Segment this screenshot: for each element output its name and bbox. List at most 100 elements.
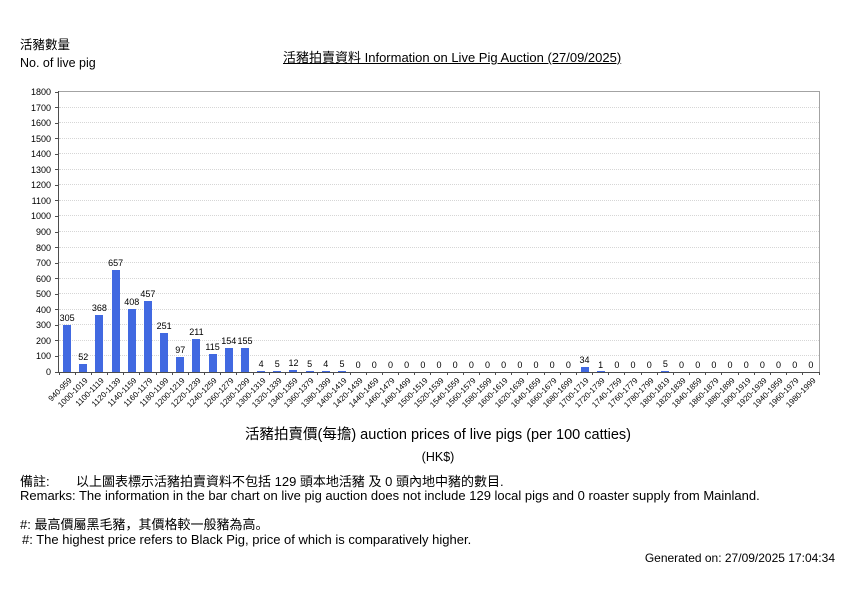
x-axis-tick [268,372,270,375]
x-axis-tick [365,372,367,375]
gridline [59,137,819,139]
y-axis-tick [55,262,59,264]
gridline [59,293,819,295]
y-axis-tick [55,107,59,109]
x-axis-tick [640,372,642,375]
x-axis-tick [284,372,286,375]
y-axis-tick [55,169,59,171]
x-axis-tick [301,372,303,375]
bar [176,356,185,372]
bar-value-label: 4 [323,359,329,370]
bar [305,371,314,372]
bar-value-label: 5 [307,359,313,370]
bar-value-label: 0 [517,360,523,370]
note-zh: #: 最高價屬黑毛豬，其價格較一般豬為高。 [20,517,269,532]
remark-en: Remarks: The information in the bar char… [20,488,760,503]
y-axis-tick [55,340,59,342]
remark-label-zh: 備註: [20,474,50,489]
bar [127,308,136,372]
gridline [59,153,819,155]
gridline [59,122,819,124]
y-axis-tick [55,91,59,93]
x-axis-tick [624,372,626,375]
bar [95,314,104,372]
generated-timestamp: Generated on: 27/09/2025 17:04:34 [644,551,835,565]
x-axis-tick [575,372,577,375]
x-axis-tick [381,372,383,375]
y-axis-tick [55,122,59,124]
y-axis-tick [55,200,59,202]
y-axis-tick-label: 1600 [30,118,51,129]
gridline [59,355,819,357]
bar [160,332,169,372]
y-axis-tick-label: 1000 [30,211,51,222]
x-axis-tick [58,372,60,375]
gridline [59,215,819,217]
x-axis-tick [333,372,335,375]
x-axis-tick [171,372,173,375]
y-axis-tick-label: 600 [35,273,51,284]
x-axis-tick [478,372,480,375]
bar-value-label: 0 [630,360,636,370]
bar-value-label: 52 [78,351,89,362]
x-axis-tick [737,372,739,375]
x-axis-tick [656,372,658,375]
y-axis-tick-label: 800 [35,242,51,253]
x-axis-tick [155,372,157,375]
x-axis-tick [462,372,464,375]
x-axis-tick [187,372,189,375]
bar-value-label: 211 [189,327,204,338]
y-axis-tick-label: 300 [35,320,51,331]
x-axis-tick [527,372,529,375]
bar-value-label: 12 [288,358,299,369]
x-axis-tick [689,372,691,375]
x-axis-tick [107,372,108,375]
x-axis-tick [818,372,820,375]
y-axis-tick-label: 100 [35,351,51,362]
bar [240,347,249,372]
bar-value-label: 4 [258,359,264,370]
bar [580,366,589,372]
bar-value-label: 0 [436,360,442,370]
x-axis-tick [721,372,723,375]
x-axis-tick [220,372,222,375]
y-axis-tick-label: 1100 [31,195,51,206]
bar-value-label: 0 [646,360,652,370]
chart-title: 活豬拍賣資料 Information on Live Pig Auction (… [283,50,622,65]
x-axis-tick [705,372,707,375]
x-axis-tick [236,372,238,375]
bar-value-label: 0 [371,360,377,370]
bar-value-label: 0 [759,360,765,370]
bar-value-label: 0 [695,360,701,370]
bar-value-label: 0 [484,360,491,370]
gridline [59,106,819,108]
y-axis-tick [55,371,59,373]
x-axis-tick [786,372,788,375]
x-axis-line [58,372,820,373]
gridline [59,277,819,279]
gridline [59,262,819,264]
bar-value-label: 457 [140,288,156,299]
bar-value-label: 115 [205,342,220,353]
bar-value-label: 0 [679,360,685,370]
gridline [59,199,819,201]
bar-value-label: 5 [662,359,668,370]
bar [63,324,72,372]
bar-value-label: 0 [743,360,749,370]
y-axis-tick-label: 200 [35,335,51,346]
gridline [59,168,819,170]
y-axis-tick-label: 900 [35,227,51,237]
bar [208,354,217,372]
y-axis-tick [55,324,59,326]
bar [224,348,233,372]
y-axis-tick-label: 1700 [30,102,51,113]
bar-value-label: 368 [91,302,107,313]
x-axis-tick [769,372,771,375]
gridline [59,339,819,341]
bar-value-label: 305 [59,312,75,323]
bar-value-label: 0 [565,360,571,370]
remark-zh: 備註: 以上圖表標示活豬拍賣資料不包括 129 頭本地活豬 及 0 頭內地中豬的數… [20,471,504,490]
y-axis-tick [55,138,59,140]
y-axis-tick-label: 400 [35,304,51,315]
x-axis-tick [349,372,351,375]
